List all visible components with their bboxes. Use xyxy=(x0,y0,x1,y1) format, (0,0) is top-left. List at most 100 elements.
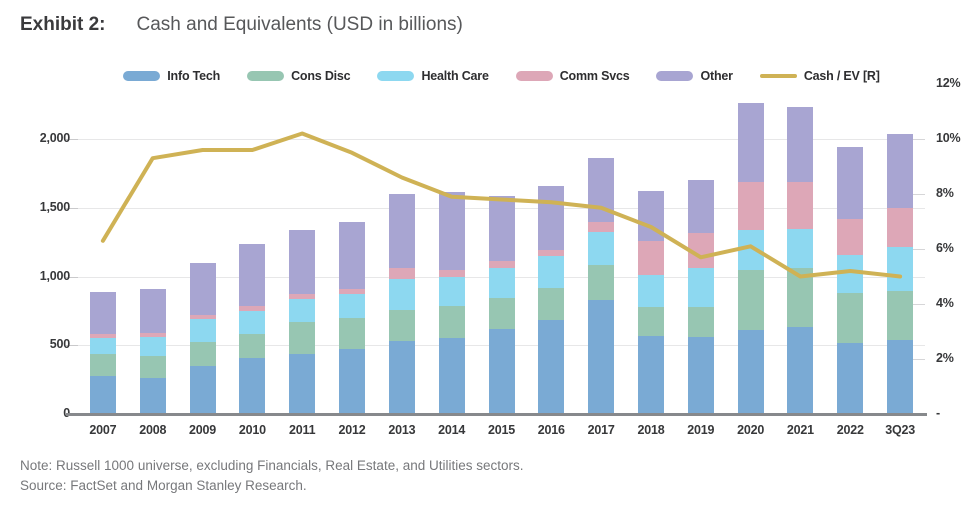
bar-segment-other-2021 xyxy=(787,106,814,183)
bar-segment-info-tech-2010 xyxy=(239,358,266,414)
exhibit-title: Exhibit 2: Cash and Equivalents (USD in b… xyxy=(20,14,463,36)
info-tech-swatch xyxy=(123,71,161,81)
right-axis-label-12%: 12% xyxy=(936,76,961,90)
bar-segment-info-tech-2012 xyxy=(339,348,366,414)
bar-segment-health-care-2017 xyxy=(588,231,615,265)
bar-segment-info-tech-2021 xyxy=(787,327,814,414)
note-text: Note: Russell 1000 universe, excluding F… xyxy=(20,458,524,473)
bar-segment-other-2011 xyxy=(289,230,316,295)
bar-segment-other-2015 xyxy=(488,196,515,261)
left-axis-label-0: 0 xyxy=(12,406,70,420)
bar-segment-other-2019 xyxy=(687,179,714,234)
cash-ev-line-swatch xyxy=(759,74,797,78)
bar-segment-info-tech-2007 xyxy=(89,376,116,414)
bar-segment-other-2018 xyxy=(637,191,664,241)
x-axis-label-2009: 2009 xyxy=(189,423,217,437)
x-axis-label-2022: 2022 xyxy=(836,423,864,437)
x-axis-label-2010: 2010 xyxy=(238,423,266,437)
legend-label-cash-ev: Cash / EV [R] xyxy=(803,69,880,83)
bar-segment-comm-svcs-2020 xyxy=(737,182,764,231)
bar-segment-cons-disc-2008 xyxy=(139,355,166,379)
bar-segment-info-tech-2014 xyxy=(438,337,465,414)
right-tick-4% xyxy=(913,304,925,305)
right-axis-label-6%: 6% xyxy=(936,241,954,255)
bar-segment-cons-disc-2013 xyxy=(388,310,415,342)
bar-segment-comm-svcs-2018 xyxy=(637,240,664,276)
plot-area xyxy=(78,84,925,414)
x-axis-label-2011: 2011 xyxy=(289,423,316,437)
right-axis-label-4%: 4% xyxy=(936,296,954,310)
legend-item-other: Other xyxy=(656,69,733,83)
left-axis-label-1000: 1,000 xyxy=(39,268,70,283)
x-axis-label-2012: 2012 xyxy=(338,423,366,437)
bar-segment-comm-svcs-2007 xyxy=(89,333,116,338)
bar-segment-info-tech-2015 xyxy=(488,328,515,414)
x-axis-label-2019: 2019 xyxy=(687,423,715,437)
exhibit-number-label: Exhibit 2: xyxy=(20,14,106,35)
source-text: Source: FactSet and Morgan Stanley Resea… xyxy=(20,478,307,493)
bar-segment-health-care-2019 xyxy=(687,268,714,307)
bar-segment-comm-svcs-2010 xyxy=(239,306,266,311)
right-tick-10% xyxy=(913,139,925,140)
right-tick-2% xyxy=(913,359,925,360)
x-axis-label-2020: 2020 xyxy=(737,423,765,437)
bar-segment-info-tech-2016 xyxy=(538,319,565,414)
bar-segment-cons-disc-2020 xyxy=(737,270,764,331)
legend-item-comm-svcs: Comm Svcs xyxy=(515,69,630,83)
bar-segment-health-care-2016 xyxy=(538,255,565,289)
bar-segment-comm-svcs-2014 xyxy=(438,269,465,277)
bar-segment-comm-svcs-2016 xyxy=(538,249,565,256)
left-tick-1500 xyxy=(66,207,78,209)
bar-segment-health-care-2013 xyxy=(388,278,415,311)
x-axis-label-2015: 2015 xyxy=(487,423,515,437)
bar-segment-health-care-2010 xyxy=(239,310,266,335)
bar-segment-cons-disc-2016 xyxy=(538,288,565,320)
bar-segment-health-care-2014 xyxy=(438,276,465,307)
bar-segment-info-tech-3Q23 xyxy=(887,339,914,414)
bar-segment-other-2008 xyxy=(139,288,166,333)
bar-segment-comm-svcs-2013 xyxy=(388,267,415,279)
other-swatch xyxy=(656,71,694,81)
x-axis-label-2013: 2013 xyxy=(388,423,416,437)
bar-segment-info-tech-2013 xyxy=(388,341,415,414)
bar-segment-cons-disc-2010 xyxy=(239,334,266,359)
bar-segment-other-2009 xyxy=(189,262,216,315)
bar-segment-comm-svcs-2022 xyxy=(837,219,864,255)
left-axis-label-1500: 1,500 xyxy=(39,199,70,214)
bar-segment-health-care-2011 xyxy=(289,299,316,322)
bar-segment-cons-disc-2014 xyxy=(438,306,465,338)
bar-segment-cons-disc-2011 xyxy=(289,321,316,354)
bar-segment-other-2012 xyxy=(339,222,366,289)
right-tick-6% xyxy=(913,249,925,250)
bar-segment-other-2007 xyxy=(89,291,116,334)
bar-segment-info-tech-2008 xyxy=(139,378,166,414)
legend-label-cons-disc: Cons Disc xyxy=(291,69,351,83)
bar-segment-health-care-2009 xyxy=(189,319,216,342)
right-tick-8% xyxy=(913,194,925,195)
bar-segment-other-2013 xyxy=(388,194,415,268)
bar-segment-cons-disc-2021 xyxy=(787,267,814,328)
bar-segment-info-tech-2020 xyxy=(737,330,764,414)
bar-segment-info-tech-2018 xyxy=(637,335,664,414)
bar-segment-cons-disc-2019 xyxy=(687,306,714,337)
health-care-swatch xyxy=(377,71,415,81)
bar-segment-cons-disc-2012 xyxy=(339,318,366,349)
bar-segment-other-2010 xyxy=(239,244,266,307)
left-axis-label-2000: 2,000 xyxy=(39,131,70,145)
bar-segment-comm-svcs-2019 xyxy=(687,233,714,269)
bar-segment-info-tech-2009 xyxy=(189,365,216,414)
bar-segment-info-tech-2017 xyxy=(588,299,615,414)
bar-segment-cons-disc-2009 xyxy=(189,341,216,366)
bar-segment-info-tech-2019 xyxy=(687,337,714,414)
legend-item-cash-ev: Cash / EV [R] xyxy=(759,69,880,83)
x-axis-line xyxy=(66,413,927,416)
chart-legend: Info Tech Cons Disc Health Care Comm Svc… xyxy=(78,66,925,86)
bar-segment-other-2014 xyxy=(438,191,465,270)
bar-segment-cons-disc-3Q23 xyxy=(887,290,914,340)
footnotes: Note: Russell 1000 universe, excluding F… xyxy=(20,456,524,496)
bar-segment-health-care-2007 xyxy=(89,337,116,354)
left-axis-label-500: 500 xyxy=(49,337,70,352)
left-tick-2000 xyxy=(66,139,78,140)
bar-segment-cons-disc-2007 xyxy=(89,353,116,377)
